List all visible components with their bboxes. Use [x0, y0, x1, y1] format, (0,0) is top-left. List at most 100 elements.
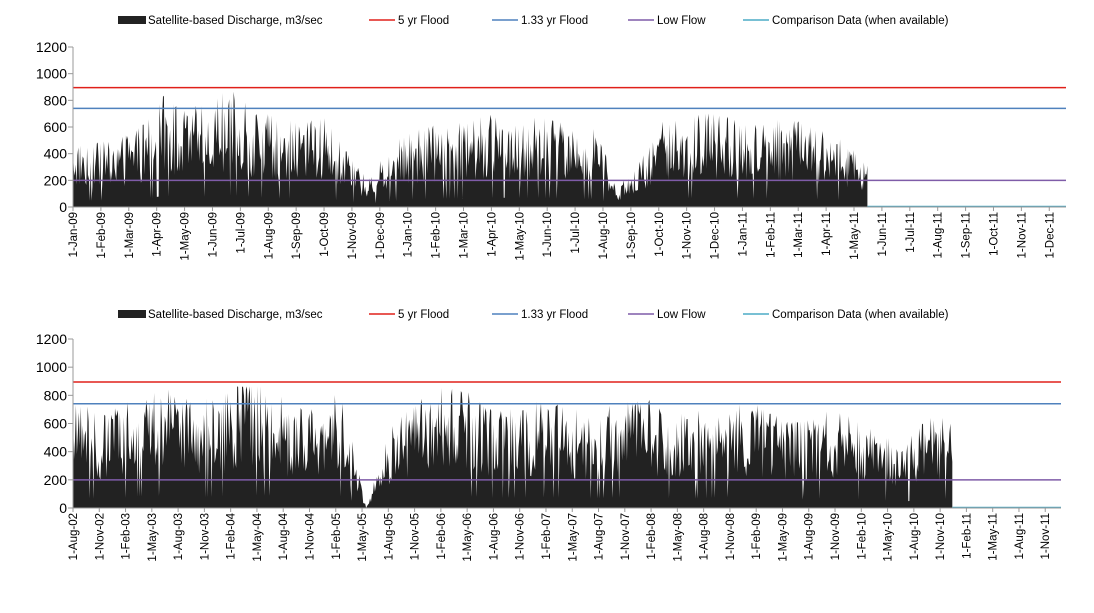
y-tick-label: 1200 — [36, 331, 67, 347]
x-tick-label: 1-May-08 — [672, 513, 684, 562]
x-tick-label: 1-Nov-02 — [94, 513, 106, 560]
x-tick-label: 1-Nov-11 — [1016, 212, 1028, 258]
x-tick-label: 1-Feb-11 — [961, 513, 973, 559]
discharge-area — [73, 386, 953, 508]
y-tick-label: 1200 — [36, 39, 67, 55]
legend-swatch-discharge — [118, 16, 146, 24]
x-tick-label: 1-Feb-09 — [751, 513, 763, 560]
legend-entry: Comparison Data (when available) — [772, 309, 949, 321]
x-tick-label: 1-Feb-03 — [121, 513, 133, 560]
x-tick-label: 1-Jul-11 — [905, 212, 917, 253]
legend-entry: 1.33 yr Flood — [521, 15, 588, 27]
x-tick-label: 1-Sep-11 — [961, 212, 973, 258]
x-tick-label: 1-Oct-09 — [319, 212, 331, 257]
x-tick-label: 1-Feb-08 — [646, 513, 658, 560]
x-tick-label: 1-May-10 — [883, 513, 895, 562]
x-tick-label: 1-Nov-05 — [410, 513, 422, 560]
y-tick-label: 600 — [44, 416, 68, 432]
x-tick-label: 1-Feb-06 — [436, 513, 448, 560]
y-tick-label: 200 — [44, 472, 68, 488]
x-tick-label: 1-Aug-08 — [699, 513, 711, 560]
x-tick-label: 1-Nov-08 — [725, 513, 737, 560]
x-tick-label: 1-Aug-04 — [278, 512, 290, 560]
x-tick-label: 1-Nov-10 — [682, 212, 694, 259]
x-tick-label: 1-Apr-09 — [152, 212, 164, 257]
x-tick-label: 1-Nov-09 — [830, 513, 842, 560]
x-tick-label: 1-Jul-10 — [570, 212, 582, 254]
x-tick-label: 1-Feb-09 — [96, 212, 108, 259]
x-tick-label: 1-Apr-10 — [486, 212, 498, 257]
x-tick-label: 1-Mar-11 — [793, 212, 805, 258]
legend-entry: Satellite-based Discharge, m3/sec — [148, 309, 323, 321]
legend-entry: Comparison Data (when available) — [772, 15, 949, 27]
legend-entry: 5 yr Flood — [398, 309, 449, 321]
x-tick-label: 1-May-09 — [777, 513, 789, 562]
x-tick-label: 1-Oct-10 — [654, 212, 666, 257]
y-tick-label: 1000 — [36, 66, 67, 82]
x-tick-label: 1-Feb-10 — [856, 513, 868, 560]
x-tick-label: 1-May-07 — [567, 513, 579, 562]
legend-swatch-discharge — [118, 310, 146, 318]
x-tick-label: 1-Feb-11 — [765, 212, 777, 258]
x-tick-label: 1-Jan-11 — [737, 212, 749, 257]
x-tick-label: 1-Aug-03 — [173, 513, 185, 560]
x-tick-label: 1-Feb-04 — [226, 512, 238, 559]
x-tick-label: 1-Nov-06 — [515, 513, 527, 560]
legend-entry: Low Flow — [657, 309, 706, 321]
legend: Satellite-based Discharge, m3/sec 5 yr Fl… — [118, 309, 949, 321]
x-tick-label: 1-Nov-09 — [347, 212, 359, 259]
x-tick-label: 1-Nov-10 — [935, 513, 947, 560]
chart-1: Satellite-based Discharge, m3/sec 5 yr Fl… — [36, 15, 1066, 261]
x-tick-label: 1-May-10 — [514, 212, 526, 261]
x-tick-label: 1-Aug-09 — [263, 212, 275, 259]
x-tick-label: 1-Mar-09 — [124, 212, 136, 259]
x-tick-label: 1-Nov-11 — [1040, 513, 1052, 559]
y-tick-label: 800 — [44, 387, 68, 403]
legend-entry: 1.33 yr Flood — [521, 309, 588, 321]
x-tick-label: 1-Jan-09 — [68, 212, 80, 257]
y-tick-label: 600 — [44, 119, 68, 135]
y-tick-label: 400 — [44, 146, 68, 162]
x-tick-label: 1-May-05 — [357, 513, 369, 562]
y-tick-label: 0 — [59, 500, 67, 516]
x-tick-label: 1-Apr-11 — [821, 212, 833, 256]
x-tick-label: 1-Dec-11 — [1044, 212, 1056, 258]
x-tick-label: 1-Dec-09 — [375, 212, 387, 259]
chart-2: Satellite-based Discharge, m3/sec 5 yr Fl… — [36, 309, 1061, 562]
discharge-area — [73, 91, 868, 207]
x-tick-label: 1-Sep-09 — [291, 212, 303, 259]
legend-entry: Satellite-based Discharge, m3/sec — [148, 15, 323, 27]
legend: Satellite-based Discharge, m3/sec 5 yr Fl… — [118, 15, 949, 27]
x-tick-label: 1-Feb-10 — [431, 212, 443, 259]
x-tick-label: 1-Jun-09 — [207, 212, 219, 257]
x-tick-label: 1-Jun-10 — [542, 212, 554, 257]
x-tick-label: 1-Aug-11 — [1014, 513, 1026, 559]
x-tick-label: 1-Nov-03 — [199, 513, 211, 560]
y-tick-label: 400 — [44, 444, 68, 460]
legend-entry: 5 yr Flood — [398, 15, 449, 27]
x-tick-label: 1-Aug-10 — [598, 212, 610, 259]
x-tick-label: 1-Dec-10 — [710, 212, 722, 259]
x-tick-label: 1-Aug-09 — [804, 513, 816, 560]
y-tick-label: 1000 — [36, 359, 67, 375]
x-tick-label: 1-May-04 — [252, 512, 264, 561]
x-tick-label: 1-Jan-10 — [403, 212, 415, 257]
x-tick-label: 1-Feb-07 — [541, 513, 553, 560]
x-tick-label: 1-May-09 — [180, 212, 192, 261]
x-tick-label: 1-Mar-10 — [459, 212, 471, 259]
x-tick-label: 1-Aug-10 — [909, 513, 921, 560]
y-tick-label: 0 — [59, 199, 67, 215]
x-tick-label: 1-Feb-05 — [331, 513, 343, 560]
x-tick-label: 1-May-06 — [462, 513, 474, 562]
x-tick-label: 1-Sep-10 — [626, 212, 638, 259]
x-tick-label: 1-Aug-06 — [488, 513, 500, 560]
x-tick-label: 1-Aug-02 — [68, 513, 80, 560]
x-tick-label: 1-May-03 — [147, 513, 159, 562]
x-tick-label: 1-Oct-11 — [988, 212, 1000, 256]
x-tick-label: 1-May-11 — [988, 513, 1000, 561]
x-tick-label: 1-Nov-07 — [620, 513, 632, 560]
x-tick-label: 1-Aug-07 — [594, 513, 606, 560]
x-tick-label: 1-Jul-09 — [235, 212, 247, 254]
